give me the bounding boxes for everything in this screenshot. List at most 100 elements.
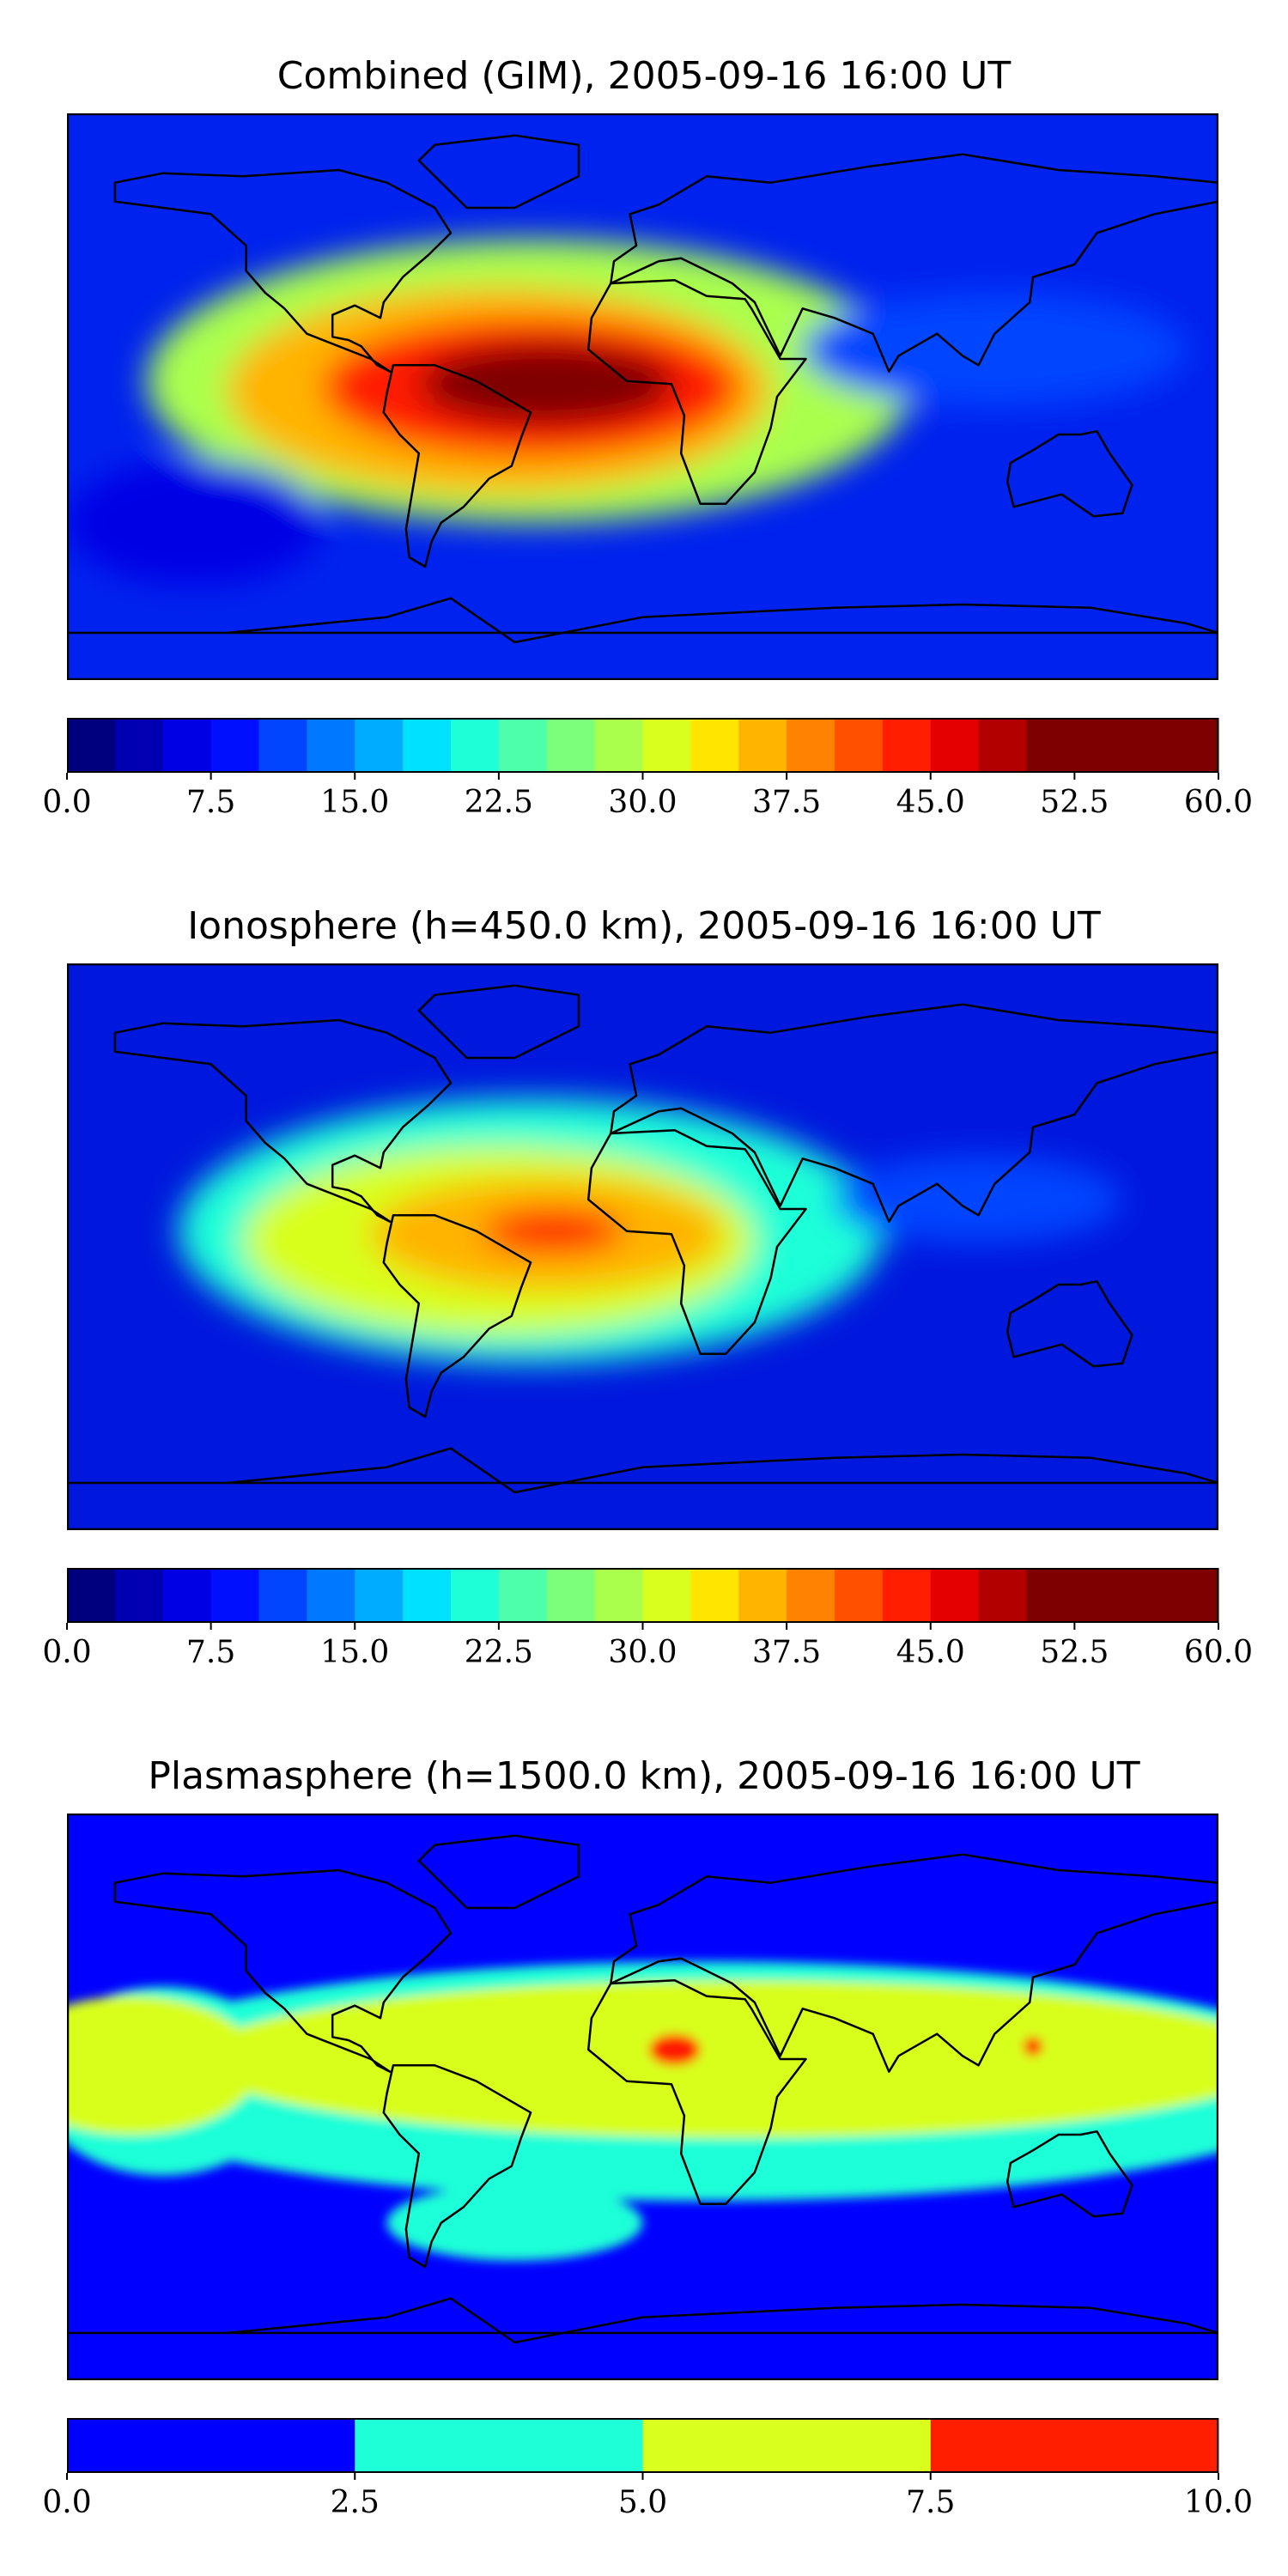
colorbar-frame bbox=[67, 718, 1218, 773]
colorbar-segment-16 bbox=[835, 1568, 884, 1623]
coastline-3 bbox=[610, 1853, 1218, 2073]
colorbar-segment-1 bbox=[114, 1568, 164, 1623]
colorbar-tick-label: 30.0 bbox=[608, 1635, 677, 1670]
field-region-6 bbox=[1023, 2037, 1043, 2057]
coastline-5 bbox=[417, 984, 580, 1060]
coastline-6 bbox=[67, 597, 1218, 644]
colorbar-segment-12 bbox=[642, 718, 691, 773]
colorbar-combined: 0.0 7.5 15.0 22.5 30.0 37.5 45.0 52.5 60.0 bbox=[42, 718, 1253, 820]
coastline-6 bbox=[67, 2297, 1218, 2344]
coastline-2 bbox=[586, 279, 807, 505]
colorbar-segment-19 bbox=[978, 1568, 1028, 1623]
colorbar-tick-label: 60.0 bbox=[1184, 785, 1253, 820]
colorbar-tick-label: 15.0 bbox=[320, 785, 389, 820]
colorbar-segment-8 bbox=[451, 1568, 500, 1623]
field-region-5 bbox=[67, 459, 323, 586]
colorbar-segment-9 bbox=[498, 718, 548, 773]
colorbar-tick-label: 7.5 bbox=[906, 2485, 955, 2520]
map-frame bbox=[67, 113, 1218, 680]
field-region-4 bbox=[67, 1996, 259, 2135]
colorbar-tick-label: 0.0 bbox=[42, 785, 91, 820]
colorbar-tick-label: 45.0 bbox=[896, 785, 965, 820]
map-plasmasphere bbox=[67, 1814, 1218, 2380]
colorbar-segment-17 bbox=[882, 1568, 932, 1623]
colorbar-segment-5 bbox=[307, 1568, 355, 1623]
colorbar-tick-label: 30.0 bbox=[608, 785, 677, 820]
colorbar-tick-label: 0.0 bbox=[42, 1635, 91, 1670]
colorbar-segment-13 bbox=[690, 1568, 739, 1623]
colorbar-tick-label: 45.0 bbox=[896, 1635, 965, 1670]
colorbar-segment-15 bbox=[787, 1568, 835, 1623]
colorbar-segment-20 bbox=[1026, 718, 1075, 773]
chart-title-ionosphere: Ionosphere (h=450.0 km), 2005-09-16 16:0… bbox=[187, 904, 1101, 948]
colorbar-segment-21 bbox=[1074, 718, 1123, 773]
colorbar-segment-8 bbox=[451, 718, 500, 773]
colorbar-tick-label: 7.5 bbox=[186, 785, 235, 820]
map-frame bbox=[67, 963, 1218, 1530]
colorbar-segment-9 bbox=[498, 1568, 548, 1623]
chart-title-combined: Combined (GIM), 2005-09-16 16:00 UT bbox=[276, 54, 1012, 98]
coastline-0 bbox=[113, 1868, 453, 2073]
field-region-3 bbox=[418, 343, 675, 426]
coastline-5 bbox=[417, 134, 580, 210]
coastline-1 bbox=[382, 1214, 532, 1419]
colorbar-segment-4 bbox=[258, 718, 307, 773]
coastline-5 bbox=[417, 1834, 580, 1910]
colorbar-segment-4 bbox=[258, 1568, 307, 1623]
coastline-6 bbox=[67, 1447, 1218, 1494]
chart-title-plasmasphere: Plasmasphere (h=1500.0 km), 2005-09-16 1… bbox=[148, 1754, 1140, 1798]
map-ionosphere bbox=[67, 963, 1218, 1530]
colorbar-segment-5 bbox=[307, 718, 355, 773]
field-region-5 bbox=[648, 2033, 701, 2066]
colorbar-tick-label: 10.0 bbox=[1184, 2485, 1253, 2520]
colorbar-segment-2 bbox=[162, 718, 212, 773]
colorbar-segment-21 bbox=[1074, 1568, 1123, 1623]
colorbar-segment-18 bbox=[930, 718, 980, 773]
colorbar-segment-20 bbox=[1026, 1568, 1075, 1623]
coastline-3 bbox=[610, 1003, 1218, 1223]
colorbar-segment-0 bbox=[67, 2418, 355, 2473]
map-combined bbox=[67, 113, 1218, 680]
colorbar-segment-11 bbox=[594, 718, 644, 773]
colorbar-segment-3 bbox=[210, 1568, 260, 1623]
colorbar-tick-label: 22.5 bbox=[465, 1635, 533, 1670]
coastline-4 bbox=[1005, 1280, 1133, 1368]
colorbar-segment-12 bbox=[642, 1568, 691, 1623]
colorbar-tick-label: 2.5 bbox=[331, 2485, 380, 2520]
colorbar-segment-23 bbox=[1170, 1568, 1219, 1623]
colorbar-segment-16 bbox=[835, 718, 884, 773]
colorbar-segment-10 bbox=[546, 718, 596, 773]
colorbar-ionosphere: 0.0 7.5 15.0 22.5 30.0 37.5 45.0 52.5 60.0 bbox=[42, 1568, 1253, 1670]
colorbar-segment-6 bbox=[355, 1568, 404, 1623]
colorbar-segment-19 bbox=[978, 718, 1028, 773]
colorbar-tick-label: 37.5 bbox=[752, 785, 821, 820]
coastline-0 bbox=[113, 1018, 453, 1223]
coastline-2 bbox=[586, 1979, 807, 2205]
colorbar-segment-10 bbox=[546, 1568, 596, 1623]
coastline-4 bbox=[1005, 2130, 1133, 2218]
colorbar-segment-22 bbox=[1122, 1568, 1171, 1623]
colorbar-tick-label: 52.5 bbox=[1040, 785, 1109, 820]
colorbar-tick-label: 22.5 bbox=[465, 785, 533, 820]
colorbar-segment-11 bbox=[594, 1568, 644, 1623]
colorbar-segment-14 bbox=[738, 718, 787, 773]
colorbar-segment-3 bbox=[930, 2418, 1219, 2473]
colorbar-segment-13 bbox=[690, 718, 739, 773]
coastline-4 bbox=[1005, 430, 1133, 518]
coastline-1 bbox=[382, 2064, 532, 2269]
colorbar-tick-label: 52.5 bbox=[1040, 1635, 1109, 1670]
colorbar-segment-14 bbox=[738, 1568, 787, 1623]
colorbar-segment-2 bbox=[162, 1568, 212, 1623]
field-region-3 bbox=[195, 1980, 1218, 2138]
colorbar-tick-label: 5.0 bbox=[618, 2485, 667, 2520]
colorbar-segment-0 bbox=[67, 718, 116, 773]
colorbar-segment-6 bbox=[355, 718, 404, 773]
colorbar-frame bbox=[67, 1568, 1218, 1623]
map-frame bbox=[67, 1814, 1218, 2380]
colorbar-segment-22 bbox=[1122, 718, 1171, 773]
colorbar-frame bbox=[67, 2418, 1218, 2473]
field-region-4 bbox=[835, 1155, 1123, 1244]
colorbar-segment-7 bbox=[403, 718, 452, 773]
colorbar-segment-7 bbox=[403, 1568, 452, 1623]
coastline-0 bbox=[113, 168, 453, 373]
